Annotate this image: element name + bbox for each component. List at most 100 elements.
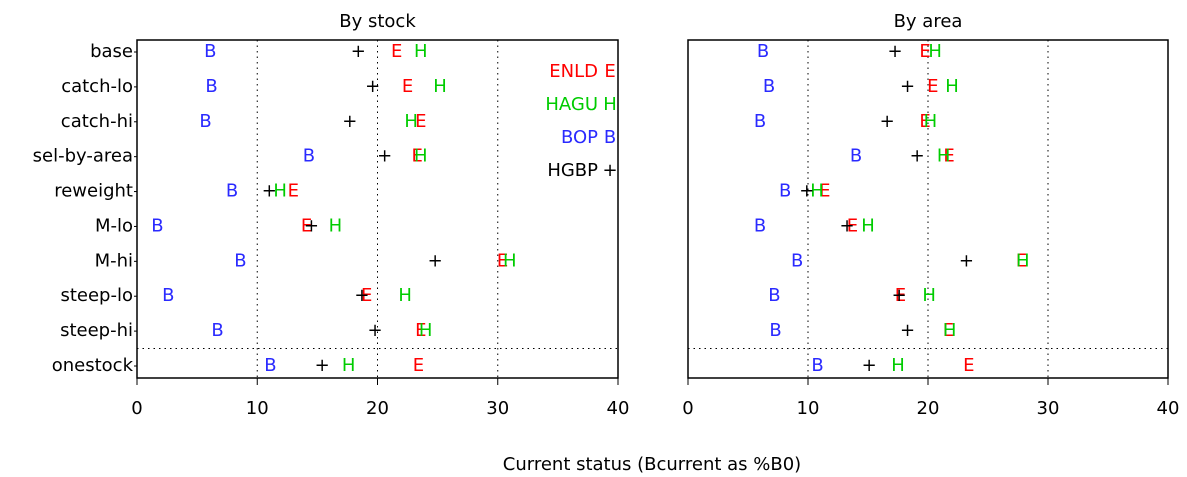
point-marker: E [819,181,830,202]
point-marker: + [880,111,895,132]
point-marker: E [411,146,422,167]
point-marker: H [433,76,447,97]
y-tick-label: M-hi [95,250,133,271]
y-tick-label: steep-hi [60,320,133,341]
point-marker: H [891,355,905,376]
point-marker: + [900,320,915,341]
point-marker: B [234,250,246,271]
point-marker: E [895,285,906,306]
point-marker: + [892,285,907,306]
point-marker: + [887,41,902,62]
point-marker: B [199,111,211,132]
point-marker: H [404,111,418,132]
point-marker: + [304,215,319,236]
point-marker: + [959,250,974,271]
point-marker: B [226,181,238,202]
panel-title: By stock [339,11,416,32]
legend-symbol: E [604,61,615,82]
point-marker: H [398,285,412,306]
point-marker: E [361,285,372,306]
point-marker: E [943,320,954,341]
point-marker: + [262,181,277,202]
point-marker: + [862,355,877,376]
y-tick-label: reweight [54,181,133,202]
point-marker: + [342,111,357,132]
x-tick-label: 20 [366,398,389,419]
point-marker: E [415,111,426,132]
point-marker: B [754,215,766,236]
point-marker: H [810,181,824,202]
point-marker: B [757,41,769,62]
point-marker: B [205,76,217,97]
point-marker: H [937,146,951,167]
point-marker: B [779,181,791,202]
point-marker: B [850,146,862,167]
point-marker: E [1016,250,1027,271]
point-marker: E [927,76,938,97]
x-tick-label: 0 [682,398,693,419]
point-marker: B [754,111,766,132]
legend-label: HGBP [547,160,598,181]
point-marker: H [503,250,517,271]
point-marker: B [769,320,781,341]
legend-symbol: + [602,160,617,181]
point-marker: + [315,355,330,376]
point-marker: H [419,320,433,341]
y-tick-label: catch-hi [61,111,133,132]
point-marker: B [763,76,775,97]
point-marker: H [1016,250,1030,271]
point-marker: H [414,146,428,167]
y-tick-label: catch-lo [61,76,133,97]
point-marker: B [768,285,780,306]
legend-symbol: B [604,127,616,148]
point-marker: H [943,320,957,341]
point-marker: B [791,250,803,271]
y-tick-label: onestock [52,355,134,376]
y-tick-label: M-lo [95,215,133,236]
legend-label: BOP [561,127,598,148]
x-tick-label: 30 [486,398,509,419]
point-marker: + [900,76,915,97]
point-marker: + [428,250,443,271]
point-marker: E [919,41,930,62]
point-marker: B [162,285,174,306]
point-marker: + [839,215,854,236]
point-marker: H [922,285,936,306]
point-marker: + [354,285,369,306]
point-marker: E [288,181,299,202]
point-marker: E [943,146,954,167]
point-marker: B [211,320,223,341]
point-marker: H [861,215,875,236]
panel-title: By area [894,11,963,32]
point-marker: B [811,355,823,376]
point-marker: E [402,76,413,97]
point-marker: E [415,320,426,341]
x-tick-label: 20 [917,398,940,419]
point-marker: E [919,111,930,132]
point-marker: + [351,41,366,62]
y-tick-label: base [90,41,133,62]
point-marker: + [368,320,383,341]
x-tick-label: 40 [607,398,630,419]
x-tick-label: 0 [131,398,142,419]
legend-label: HAGU [545,94,598,115]
point-marker: E [413,355,424,376]
y-tick-label: steep-lo [60,285,133,306]
point-marker: B [303,146,315,167]
point-marker: H [329,215,343,236]
point-marker: + [910,146,925,167]
x-tick-label: 10 [246,398,269,419]
point-marker: E [497,250,508,271]
point-marker: E [847,215,858,236]
point-marker: H [945,76,959,97]
point-marker: + [377,146,392,167]
x-tick-label: 10 [797,398,820,419]
legend-label: ENLD [549,61,598,82]
point-marker: B [264,355,276,376]
point-marker: H [924,111,938,132]
legend-symbol: H [603,94,617,115]
y-tick-label: sel-by-area [33,146,133,167]
x-axis-label: Current status (Bcurrent as %B0) [503,454,801,475]
point-marker: H [928,41,942,62]
